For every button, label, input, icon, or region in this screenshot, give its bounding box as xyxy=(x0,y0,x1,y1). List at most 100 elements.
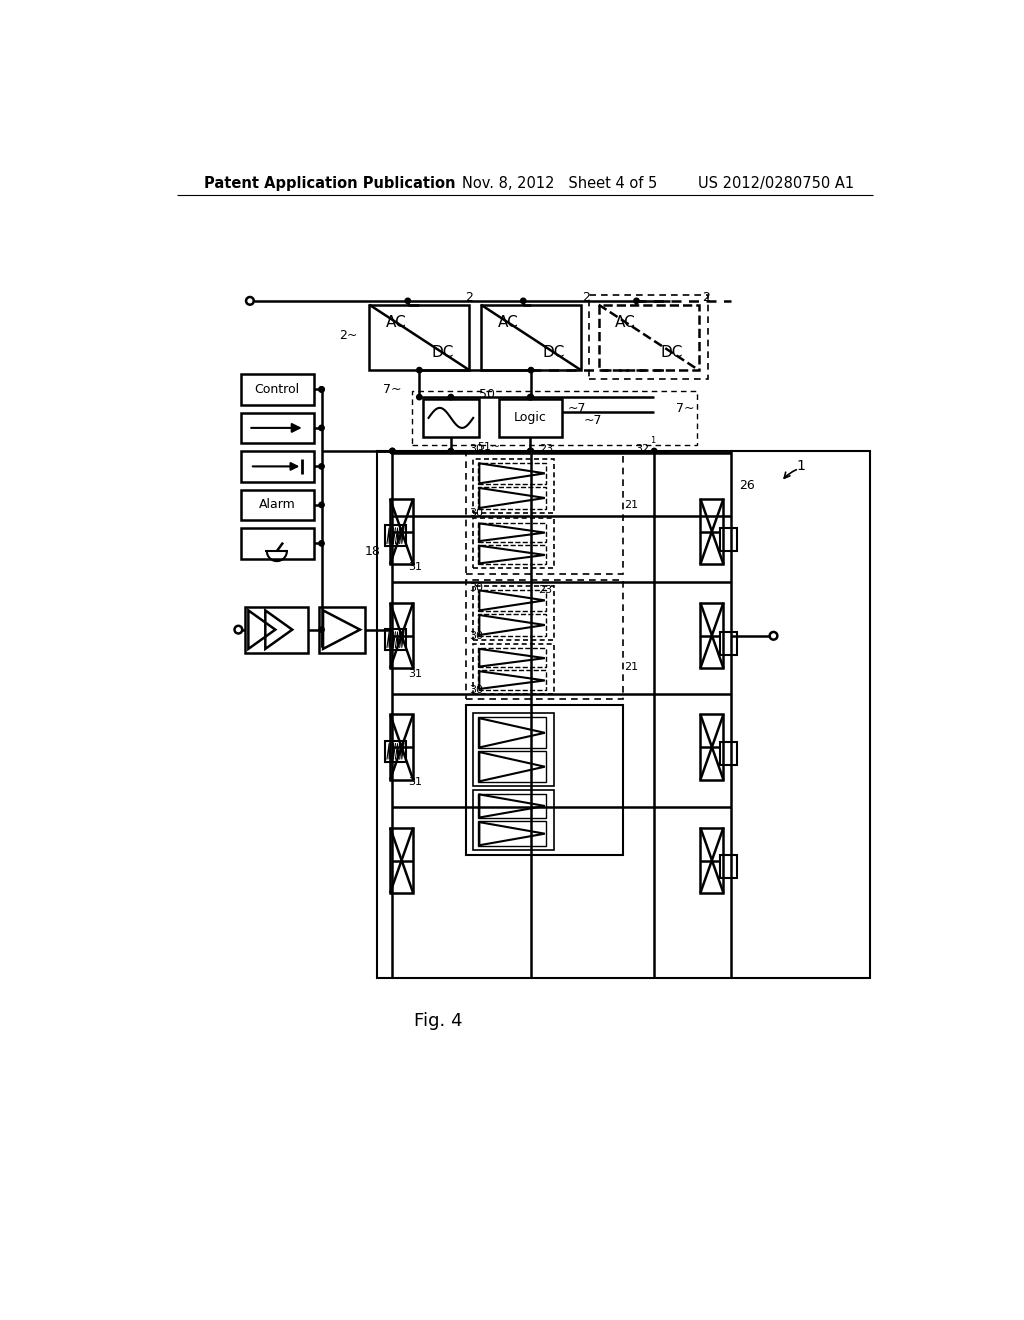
Bar xyxy=(499,399,562,437)
Circle shape xyxy=(651,449,656,454)
Text: Logic: Logic xyxy=(514,412,547,425)
Text: US 2012/0280750 A1: US 2012/0280750 A1 xyxy=(698,176,854,190)
Bar xyxy=(481,305,581,370)
Text: Alarm: Alarm xyxy=(258,499,295,511)
Bar xyxy=(700,499,724,564)
Bar xyxy=(319,607,366,653)
Bar xyxy=(478,545,547,564)
Text: 30: 30 xyxy=(469,583,483,593)
Text: 18: 18 xyxy=(365,545,381,557)
Text: 23': 23' xyxy=(538,585,555,594)
Text: 51~: 51~ xyxy=(477,442,501,453)
Text: Patent Application Publication: Patent Application Publication xyxy=(204,176,456,190)
Text: 31: 31 xyxy=(409,561,423,572)
Circle shape xyxy=(318,387,325,392)
Circle shape xyxy=(528,395,534,400)
Bar xyxy=(700,828,724,892)
Text: AC: AC xyxy=(386,315,407,330)
Circle shape xyxy=(449,449,454,454)
Bar xyxy=(473,459,554,512)
Bar xyxy=(390,828,413,892)
Bar xyxy=(241,413,313,444)
Text: DC: DC xyxy=(660,345,683,360)
Circle shape xyxy=(527,449,532,454)
Bar xyxy=(241,528,313,558)
Bar xyxy=(423,399,478,437)
Text: 7~: 7~ xyxy=(383,383,401,396)
Text: 31: 31 xyxy=(409,777,423,787)
Bar xyxy=(720,742,736,766)
Circle shape xyxy=(417,395,422,400)
Bar xyxy=(241,374,313,405)
Bar xyxy=(478,793,547,818)
Text: 23: 23 xyxy=(540,444,553,454)
Text: ~7: ~7 xyxy=(584,413,602,426)
Bar xyxy=(241,490,313,520)
Circle shape xyxy=(417,367,422,372)
Bar xyxy=(720,855,736,878)
Text: Control: Control xyxy=(254,383,299,396)
Text: Nov. 8, 2012   Sheet 4 of 5: Nov. 8, 2012 Sheet 4 of 5 xyxy=(462,176,657,190)
Bar xyxy=(245,607,307,653)
Bar xyxy=(473,713,554,785)
Text: 2~: 2~ xyxy=(339,329,357,342)
Bar xyxy=(478,718,547,748)
Text: 50: 50 xyxy=(479,388,495,401)
Bar xyxy=(478,487,547,508)
Text: 30: 30 xyxy=(469,444,483,454)
Bar xyxy=(478,821,547,846)
Text: DC: DC xyxy=(431,345,454,360)
Bar xyxy=(390,603,413,668)
Bar xyxy=(700,603,724,668)
Circle shape xyxy=(318,463,325,469)
Bar xyxy=(720,632,736,655)
Circle shape xyxy=(318,502,325,508)
Bar xyxy=(473,789,554,850)
Bar xyxy=(241,451,313,482)
Circle shape xyxy=(390,449,395,454)
Text: 31: 31 xyxy=(409,669,423,680)
Bar xyxy=(385,628,407,651)
Circle shape xyxy=(528,367,534,372)
Text: Fig. 4: Fig. 4 xyxy=(415,1012,463,1030)
Text: 30: 30 xyxy=(469,508,483,517)
Text: DC: DC xyxy=(543,345,565,360)
Text: AC: AC xyxy=(498,315,518,330)
Circle shape xyxy=(520,298,526,304)
Text: 2: 2 xyxy=(583,290,591,304)
Text: 21: 21 xyxy=(624,500,638,510)
Circle shape xyxy=(449,395,454,400)
Bar xyxy=(478,751,547,781)
Text: ~7: ~7 xyxy=(568,403,587,416)
Bar xyxy=(466,705,624,855)
Bar xyxy=(412,391,696,445)
Circle shape xyxy=(318,541,325,546)
Bar xyxy=(478,523,547,543)
Bar xyxy=(390,499,413,564)
Text: 2: 2 xyxy=(466,290,473,304)
Bar xyxy=(720,528,736,552)
Bar xyxy=(599,305,698,370)
Circle shape xyxy=(318,387,325,392)
Text: 7~: 7~ xyxy=(676,403,694,416)
Bar xyxy=(390,714,413,780)
Bar xyxy=(478,590,547,611)
Bar xyxy=(478,462,547,484)
Text: 30: 30 xyxy=(469,685,483,694)
Circle shape xyxy=(634,298,639,304)
Circle shape xyxy=(528,449,534,454)
Circle shape xyxy=(318,425,325,430)
Bar xyxy=(466,579,624,700)
Text: 1: 1 xyxy=(796,459,805,474)
Bar xyxy=(478,614,547,636)
Bar xyxy=(385,525,407,546)
Bar xyxy=(700,714,724,780)
Bar xyxy=(589,294,708,379)
Text: AC: AC xyxy=(615,315,636,330)
Text: 26: 26 xyxy=(738,479,755,492)
Text: 2: 2 xyxy=(702,290,711,304)
Bar xyxy=(478,671,547,689)
Bar xyxy=(377,451,869,978)
Bar xyxy=(370,305,469,370)
Text: 21: 21 xyxy=(624,661,638,672)
